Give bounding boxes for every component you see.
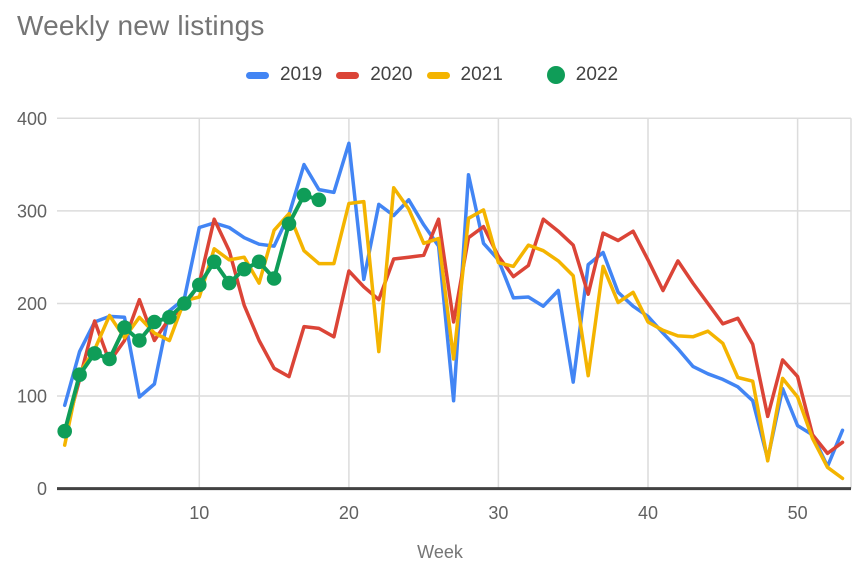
data-point-2022-week-8: [162, 310, 177, 325]
y-tick-label-0: 0: [37, 479, 47, 499]
legend: 2019 2020 2021 2022: [0, 64, 864, 86]
data-point-2022-week-15: [266, 271, 282, 286]
y-tick-label-200: 200: [17, 294, 47, 314]
y-tick-label-400: 400: [17, 109, 47, 129]
chart-title: Weekly new listings: [17, 10, 265, 41]
legend-item-2020[interactable]: 2020: [336, 64, 413, 86]
data-point-2022-week-1: [57, 423, 72, 439]
series-line-2019[interactable]: [62, 141, 845, 469]
x-axis-title: Week: [417, 542, 464, 562]
data-point-2022-week-12: [221, 275, 237, 291]
data-point-2022-week-14: [251, 254, 267, 270]
legend-line-marker: [426, 71, 450, 79]
data-point-2022-week-3: [87, 346, 102, 361]
y-tick-label-100: 100: [17, 387, 47, 407]
data-point-2022-week-11: [206, 254, 222, 270]
legend-label-2022: 2022: [575, 64, 619, 85]
legend-label-2020: 2020: [370, 64, 413, 85]
legend-circle-marker: [546, 66, 565, 84]
legend-label-2019: 2019: [279, 64, 323, 85]
data-point-2022-week-4: [102, 351, 117, 367]
data-point-2022-week-13: [236, 261, 252, 277]
legend-label-2021: 2021: [460, 64, 503, 85]
legend-line-marker: [336, 71, 360, 79]
y-tick-label-300: 300: [17, 201, 47, 221]
x-tick-label-10: 10: [189, 503, 209, 523]
x-tick-label-20: 20: [339, 503, 359, 523]
x-tick-label-50: 50: [788, 503, 808, 523]
data-point-2022-week-9: [177, 296, 192, 311]
data-point-2022-week-18: [311, 192, 327, 208]
data-point-2022-week-16: [281, 216, 297, 232]
data-point-2022-week-6: [132, 333, 147, 348]
series-line-2020[interactable]: [62, 217, 845, 456]
data-point-2022-week-17: [296, 187, 312, 203]
legend-item-2021[interactable]: 2021: [426, 64, 503, 86]
x-tick-label-30: 30: [488, 503, 508, 523]
legend-line-marker: [245, 71, 269, 79]
data-point-2022-week-7: [147, 314, 162, 330]
series-line-2021[interactable]: [62, 185, 845, 481]
data-point-2022-week-2: [72, 367, 87, 383]
data-point-2022-week-5: [117, 320, 132, 335]
x-tick-label-40: 40: [638, 503, 658, 523]
data-point-2022-week-10: [192, 277, 207, 293]
legend-item-2022[interactable]: 2022: [546, 64, 619, 86]
legend-item-2019[interactable]: 2019: [245, 64, 323, 86]
